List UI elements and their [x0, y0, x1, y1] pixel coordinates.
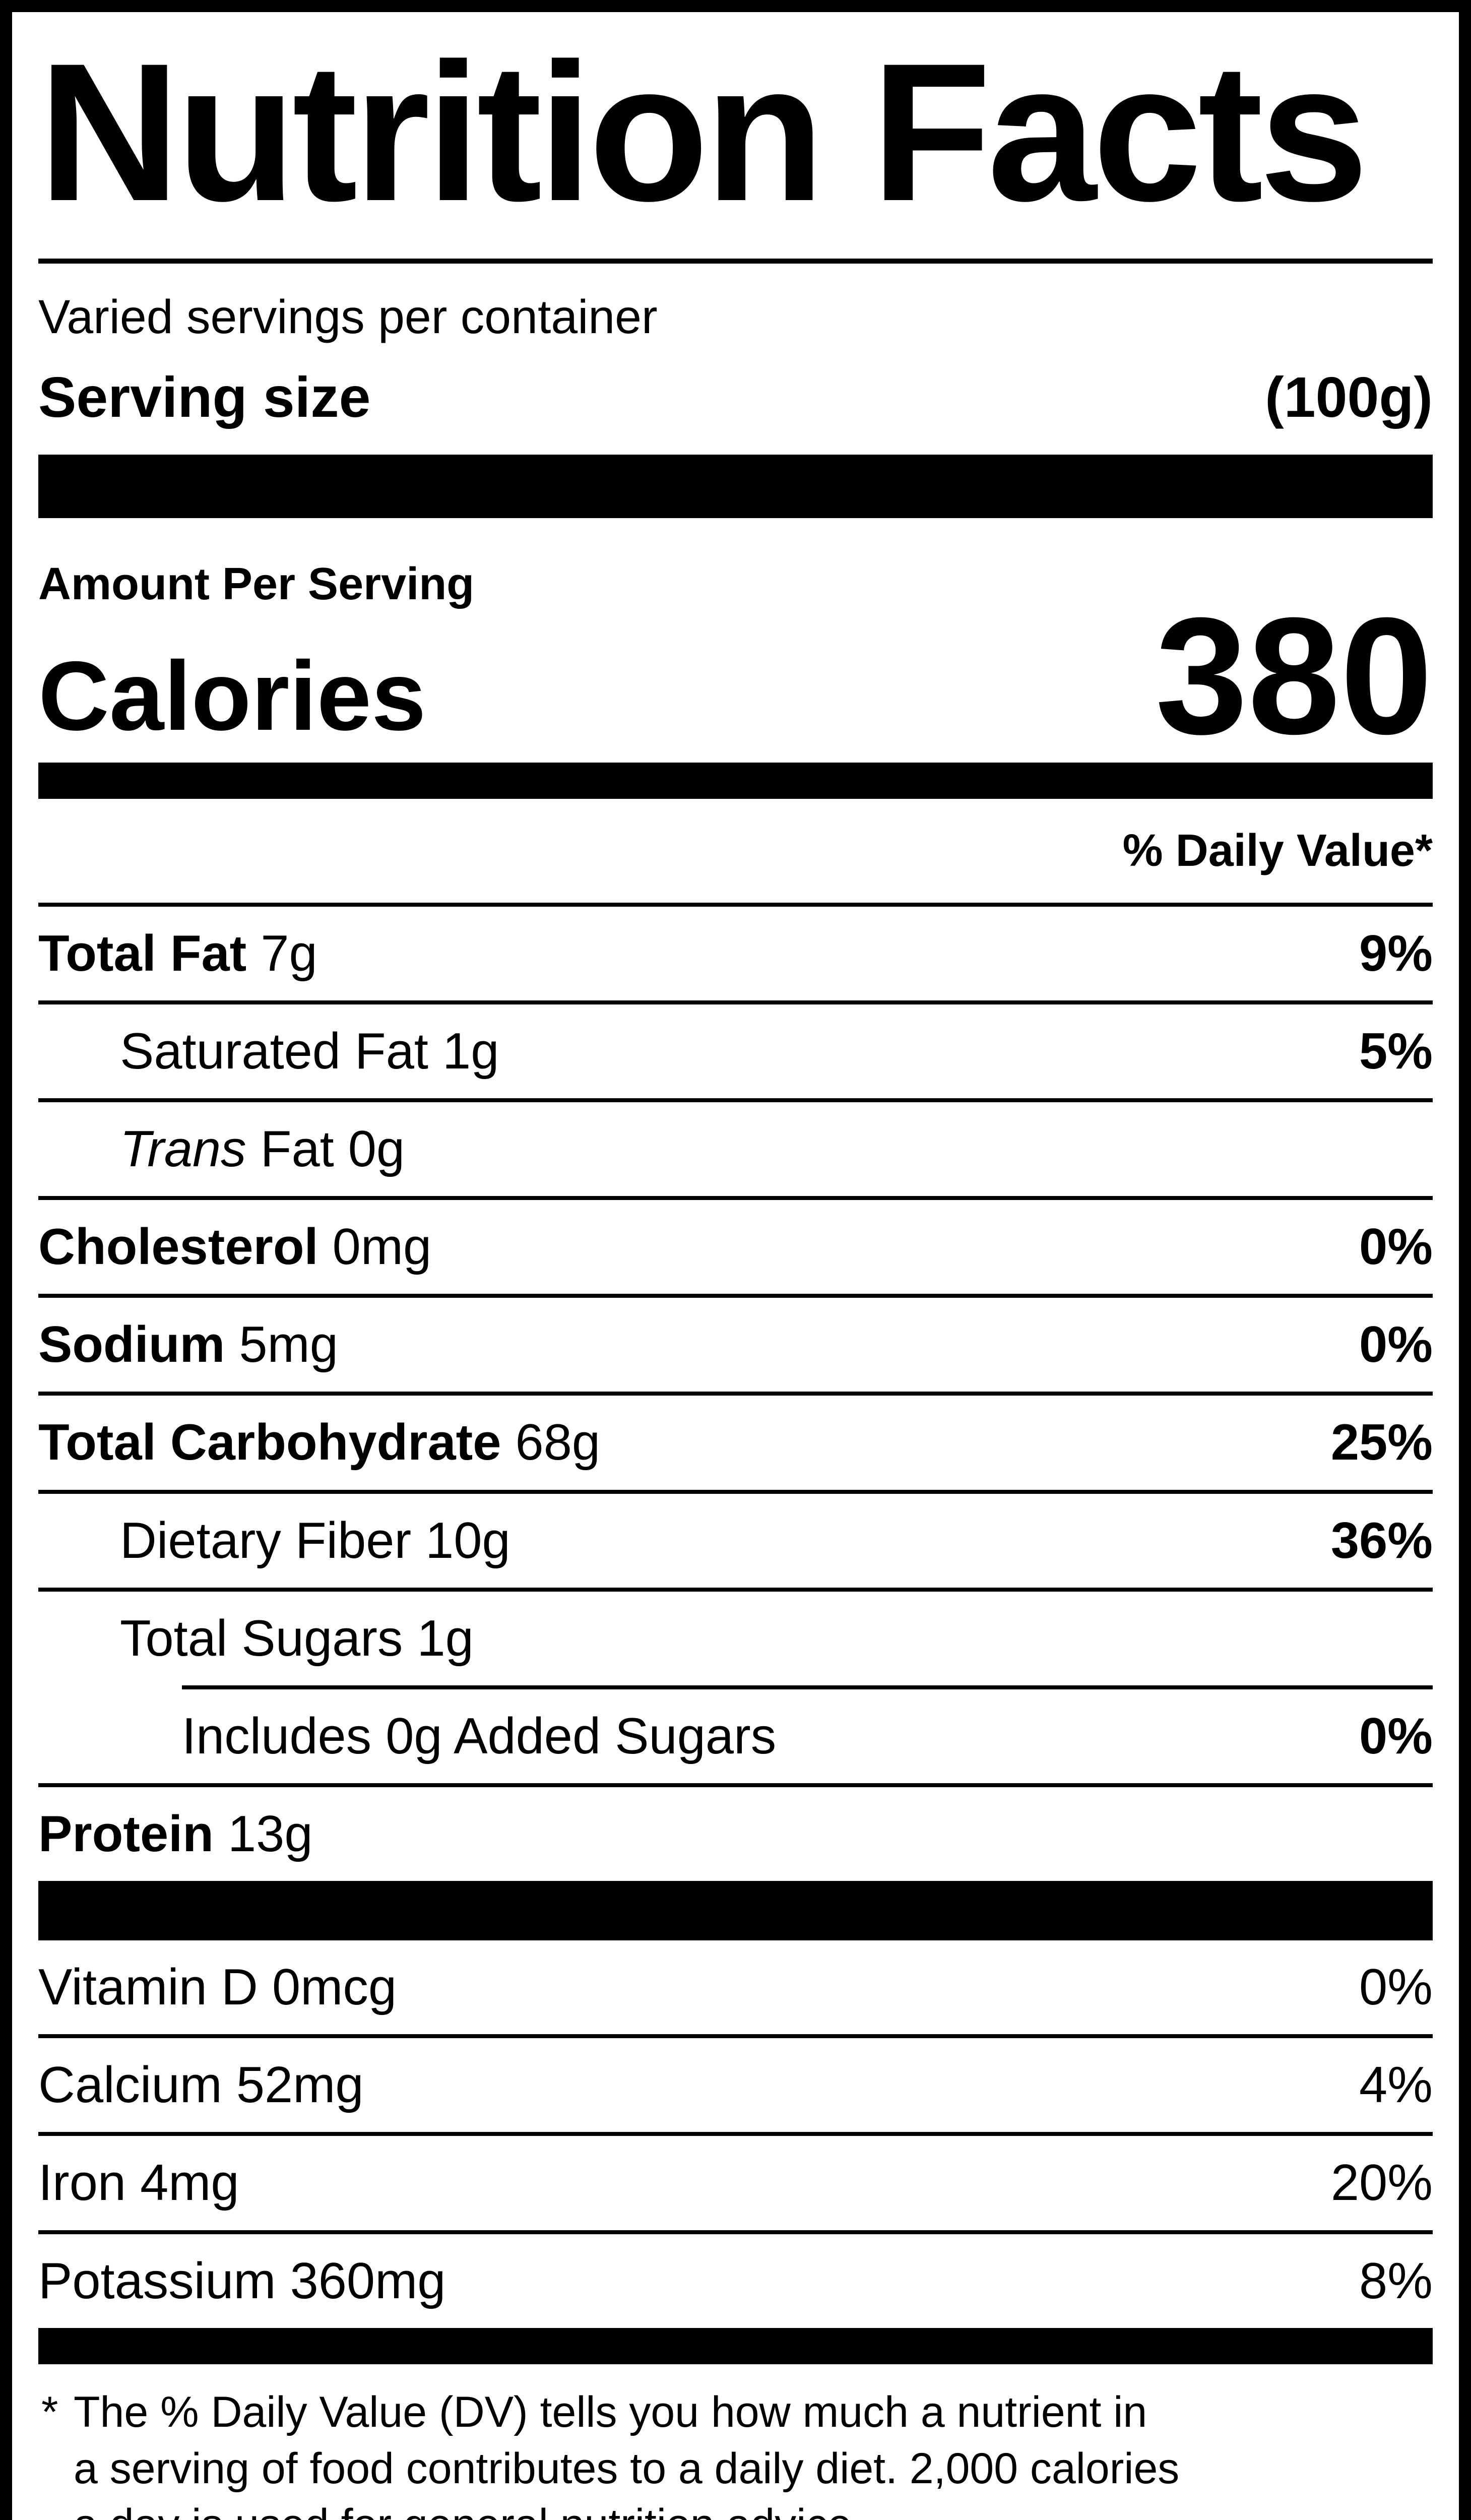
nutrient-name: Dietary Fiber 10g	[38, 1511, 1311, 1570]
nutrient-row-added-sugars: Includes 0g Added Sugars 0%	[182, 1685, 1433, 1783]
vitamin-row-vitamin-d: Vitamin D 0mcg 0%	[38, 1940, 1433, 2034]
nutrient-name-bold: Cholesterol	[38, 1219, 318, 1276]
nutrient-row-total-fat: Total Fat 7g 9%	[38, 902, 1433, 1000]
calories-value: 380	[1155, 582, 1433, 769]
nutrient-name-bold: Protein	[38, 1806, 214, 1863]
daily-value: 36%	[1330, 1512, 1433, 1569]
vitamin-name: Vitamin D 0mcg	[38, 1959, 397, 2016]
nutrient-name-text: Saturated Fat 1g	[120, 1023, 499, 1080]
vitamin-name: Iron 4mg	[38, 2155, 239, 2212]
footnote-line: a serving of food contributes to a daily…	[74, 2444, 1180, 2493]
footnote-text: The % Daily Value (DV) tells you how muc…	[74, 2384, 1179, 2520]
serving-size-label: Serving size	[38, 365, 371, 429]
daily-value: 8%	[1359, 2252, 1433, 2309]
nutrient-name: Trans Fat 0g	[38, 1120, 1413, 1178]
vitamin-name: Calcium 52mg	[38, 2057, 364, 2114]
nutrient-row-protein: Protein 13g	[38, 1783, 1433, 1881]
nutrient-amount: 68g	[515, 1414, 601, 1471]
nutrient-name: Total Sugars 1g	[38, 1609, 1413, 1668]
daily-value: 25%	[1330, 1414, 1433, 1471]
nutrient-row-sodium: Sodium 5mg 0%	[38, 1294, 1433, 1392]
servings-per-container: Varied servings per container	[38, 290, 658, 344]
amount-per-serving: Amount Per Serving	[38, 559, 475, 610]
nutrient-name-bold: Sodium	[38, 1316, 225, 1373]
nutrient-name: Saturated Fat 1g	[38, 1022, 1339, 1081]
label-title: Nutrition Facts	[38, 22, 1369, 242]
nutrient-row-dietary-fiber: Dietary Fiber 10g 36%	[38, 1489, 1433, 1588]
daily-value: 5%	[1359, 1023, 1433, 1080]
nutrient-amount: 5mg	[239, 1316, 338, 1373]
nutrient-amount: 7g	[261, 925, 317, 982]
footnote: * The % Daily Value (DV) tells you how m…	[38, 2364, 1433, 2520]
footnote-line: The % Daily Value (DV) tells you how muc…	[74, 2387, 1147, 2436]
serving-size-row: Serving size (100g)	[38, 345, 1433, 455]
vitamin-row-potassium: Potassium 360mg 8%	[38, 2230, 1433, 2328]
nutrient-row-total-sugars: Total Sugars 1g	[38, 1587, 1433, 1685]
thick-bar-top	[38, 455, 1433, 519]
nutrient-name-text: Total Sugars 1g	[120, 1610, 474, 1667]
daily-value: 0%	[1359, 1219, 1433, 1276]
footnote-line: a day is used for general nutrition advi…	[74, 2497, 1179, 2520]
thick-bar-calories	[38, 763, 1433, 799]
nutrient-amount: 13g	[228, 1806, 313, 1863]
nutrient-amount: Fat 0g	[260, 1121, 405, 1178]
footnote-marker: *	[41, 2387, 58, 2436]
daily-value: 4%	[1359, 2057, 1433, 2114]
nutrient-name: Sodium 5mg	[38, 1315, 1339, 1374]
serving-size-value: (100g)	[1265, 365, 1433, 429]
nutrient-name-italic: Trans	[120, 1121, 246, 1178]
vitamin-row-iron: Iron 4mg 20%	[38, 2132, 1433, 2230]
nutrient-row-saturated-fat: Saturated Fat 1g 5%	[38, 1000, 1433, 1098]
daily-value-header: % Daily Value*	[1122, 826, 1433, 876]
calories-row: Calories 380	[38, 582, 1433, 769]
nutrient-name-bold: Total Carbohydrate	[38, 1414, 501, 1471]
thick-bar-bottom	[38, 2327, 1433, 2364]
nutrient-name: Includes 0g Added Sugars	[182, 1708, 777, 1765]
nutrient-name-text: Dietary Fiber 10g	[120, 1512, 510, 1569]
daily-value: 0%	[1359, 1316, 1433, 1373]
nutrient-name: Total Carbohydrate 68g	[38, 1413, 1311, 1472]
calories-label: Calories	[38, 641, 426, 751]
nutrient-name: Cholesterol 0mg	[38, 1218, 1339, 1276]
daily-value: 0%	[1359, 1708, 1433, 1765]
nutrient-amount: 0mg	[332, 1219, 432, 1276]
divider-under-title	[38, 259, 1433, 264]
vitamin-name: Potassium 360mg	[38, 2252, 446, 2309]
nutrient-row-cholesterol: Cholesterol 0mg 0%	[38, 1196, 1433, 1294]
daily-value: 0%	[1359, 1959, 1433, 2016]
nutrient-name: Total Fat 7g	[38, 924, 1339, 983]
nutrient-name-text: Trans Fat 0g	[38, 1120, 405, 1178]
thick-bar-protein	[38, 1881, 1433, 1941]
daily-value: 20%	[1330, 2155, 1433, 2212]
daily-value: 9%	[1359, 925, 1433, 982]
nutrient-row-total-carbohydrate: Total Carbohydrate 68g 25%	[38, 1392, 1433, 1489]
nutrient-name-bold: Total Fat	[38, 925, 247, 982]
nutrient-row-trans-fat: Trans Fat 0g	[38, 1098, 1433, 1196]
nutrient-name: Protein 13g	[38, 1805, 1413, 1863]
vitamin-row-calcium: Calcium 52mg 4%	[38, 2034, 1433, 2132]
